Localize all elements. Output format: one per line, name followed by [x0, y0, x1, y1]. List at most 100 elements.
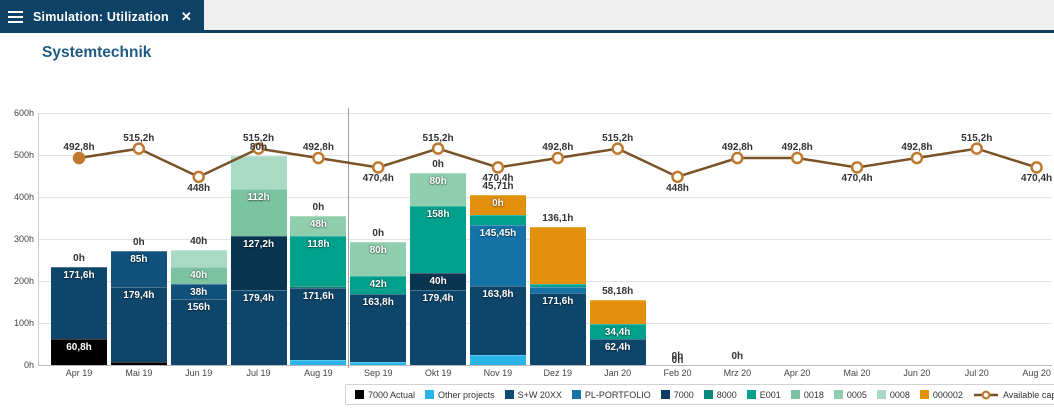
legend-label: PL-PORTFOLIO [584, 389, 651, 400]
bar-segment[interactable]: 38h [170, 283, 227, 300]
capacity-point-marker[interactable] [731, 151, 744, 165]
capacity-value-label: 492,8h [781, 142, 813, 154]
bar-segment[interactable]: 48h [290, 216, 347, 237]
capacity-point-marker[interactable] [431, 142, 445, 155]
bar-segment[interactable]: 14,55h [529, 276, 586, 293]
bar-segment[interactable]: 112h [230, 189, 287, 237]
capacity-point-marker[interactable] [132, 142, 146, 155]
legend-item-other-projects[interactable]: Other projects [425, 390, 495, 400]
capacity-value-label: 515,2h [602, 132, 634, 144]
bar-segment[interactable]: 34,4h [589, 324, 646, 339]
legend-label: 0018 [803, 389, 824, 400]
bar-segment-label: 158h [426, 209, 450, 221]
bar-segment[interactable]: 145,45h [469, 225, 526, 287]
x-axis-label-apr-19: Apr 19 [65, 368, 93, 378]
x-axis-label-dez-19: Dez 19 [543, 368, 573, 378]
bar-segment[interactable]: 40h [170, 266, 227, 284]
bar-segment[interactable]: 171,6h [290, 287, 347, 360]
x-axis-label-jun-19: Jun 19 [185, 368, 213, 378]
capacity-value-label: 448h [187, 182, 211, 194]
bar-segment[interactable] [529, 227, 586, 285]
bar-segment-label: 80h [429, 175, 447, 187]
capacity-point-marker[interactable] [970, 142, 983, 155]
y-axis-tick-label: 200h [13, 276, 34, 286]
legend-label: 0005 [846, 389, 867, 400]
capacity-point-marker[interactable] [850, 161, 864, 174]
bar-segment[interactable]: 158h [410, 206, 467, 273]
legend-label: 7000 Actual [368, 389, 416, 400]
bar-segment[interactable]: 25h [469, 204, 526, 226]
bar-segment[interactable]: 85h [110, 251, 167, 288]
capacity-point-marker[interactable] [551, 151, 565, 165]
capacity-point-marker[interactable] [611, 142, 624, 155]
capacity-point-marker[interactable] [72, 151, 86, 165]
legend-item-7000-actual[interactable]: 7000 Actual [355, 390, 415, 400]
capacity-point-marker[interactable] [491, 161, 505, 174]
legend-item-s-w-20xx[interactable]: S+W 20XX [504, 389, 562, 400]
x-axis-label-aug-19: Aug 19 [304, 368, 333, 378]
bar-segment[interactable]: 171,6h [529, 292, 586, 365]
bar-segment-label: 171,6h [302, 290, 334, 302]
bar-segment[interactable]: 127,2h [230, 236, 287, 290]
capacity-point-marker[interactable] [312, 151, 325, 165]
x-axis-label-mai-20: Mai 20 [843, 368, 871, 378]
legend-swatch [746, 390, 756, 399]
legend-label: S+W 20XX [517, 389, 562, 400]
tab-close-icon[interactable]: ✕ [180, 9, 192, 24]
legend-item-0008[interactable]: 0008 [876, 390, 910, 400]
bar-segment[interactable]: 118h [290, 236, 347, 286]
bar-segment[interactable] [230, 155, 287, 190]
capacity-point-marker[interactable] [192, 170, 205, 184]
bar-total-label: 0h [312, 202, 325, 214]
bar-segment[interactable]: 163,8h [469, 286, 526, 355]
capacity-point-marker[interactable] [790, 151, 804, 165]
hamburger-menu-icon[interactable] [8, 10, 23, 23]
bar-segment[interactable]: 12h [290, 349, 347, 365]
tab-simulation-utilization[interactable]: Simulation: Utilization ✕ [0, 0, 204, 33]
bar-segment[interactable]: 6,2h [110, 351, 167, 365]
legend-item-000002[interactable]: 000002 [919, 390, 963, 400]
bar-segment[interactable] [170, 249, 227, 267]
bar-segment[interactable]: 156h [170, 299, 227, 365]
legend-swatch [919, 390, 929, 399]
bar-segment[interactable]: 0h [469, 195, 526, 215]
capacity-point-marker[interactable] [1030, 161, 1043, 174]
legend-item-0018[interactable]: 0018 [790, 389, 824, 400]
bar-segment[interactable]: 4,8h [290, 275, 347, 288]
bar-segment[interactable]: 40h [410, 272, 467, 290]
legend-item-e001[interactable]: E001 [746, 390, 781, 400]
x-axis-label-jun-20: Jun 20 [903, 368, 931, 378]
capacity-point-marker[interactable] [671, 170, 684, 184]
bar-segment[interactable]: 179,4h [110, 287, 167, 363]
legend-item-available-capacity[interactable]: Available capacity [973, 390, 1054, 400]
capacity-point-marker[interactable] [372, 161, 385, 174]
capacity-value-label: 515,2h [422, 132, 454, 144]
bar-segment[interactable]: 62,4h [589, 338, 646, 365]
bar-segment[interactable]: 179,4h [410, 289, 467, 365]
legend-item-0005[interactable]: 0005 [833, 389, 867, 400]
capacity-point-marker[interactable] [910, 151, 924, 165]
capacity-value-label: 515,2h [123, 132, 155, 144]
bar-segment[interactable] [589, 299, 646, 325]
bar-segment[interactable]: 5,6h [529, 273, 586, 287]
bar-segment[interactable]: 6h [350, 351, 407, 365]
y-axis-tick-label: 100h [13, 318, 34, 328]
bar-segment[interactable]: 163,8h [350, 293, 407, 363]
bar-segment[interactable]: 24h [469, 344, 526, 365]
capacity-value-label: 515,2h [242, 132, 275, 144]
capacity-point-marker[interactable] [252, 142, 265, 155]
bar-segment[interactable]: 60,8h [51, 339, 107, 365]
bar-segment-label: 80h [369, 245, 387, 257]
legend-swatch [703, 390, 713, 399]
x-axis-label-mai-19: Mai 19 [125, 368, 153, 378]
legend-item-8000[interactable]: 8000 [703, 390, 737, 400]
legend-item-7000[interactable]: 7000 [660, 390, 694, 400]
bar-total-label: 0h [432, 158, 444, 170]
bar-segment[interactable]: 179,4h [230, 289, 287, 365]
legend-item-pl-portfolio[interactable]: PL-PORTFOLIO [571, 389, 651, 400]
bar-segment[interactable]: 171,6h [51, 267, 107, 340]
bar-segment[interactable]: 80h [410, 172, 467, 207]
bar-segment-label: 156h [187, 302, 211, 314]
bar-segment[interactable]: 42h [350, 276, 407, 294]
bar-segment[interactable]: 80h [350, 242, 407, 277]
